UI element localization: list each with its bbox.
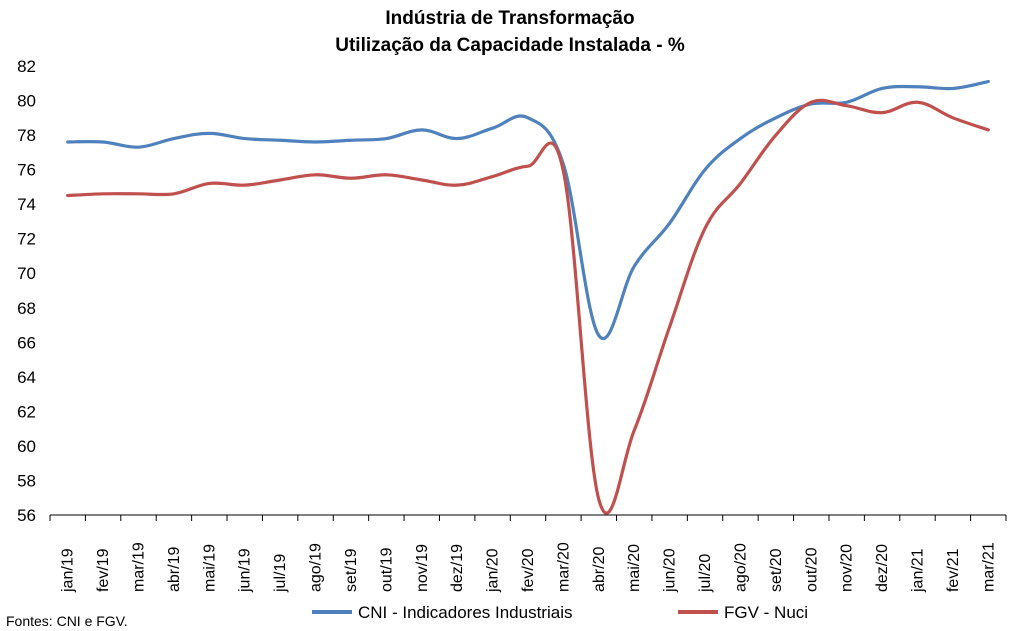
- x-tick-label: jul/20: [697, 554, 714, 593]
- y-tick-label: 60: [17, 437, 36, 456]
- x-tick-label: jun/20: [662, 548, 679, 593]
- y-axis: 56 58 60 62 64 66 68 70 72 74 76 78 80 82: [17, 57, 36, 525]
- x-tick-label: jun/19: [237, 548, 254, 593]
- x-tick-label: mar/20: [555, 542, 572, 592]
- x-tick-label: nov/20: [839, 544, 856, 592]
- y-tick-label: 68: [17, 299, 36, 318]
- x-tick-label: dez/20: [874, 544, 891, 592]
- y-tick-label: 66: [17, 333, 36, 352]
- x-tick-label: fev/19: [95, 548, 112, 592]
- x-tick-label: dez/19: [449, 544, 466, 592]
- x-tick-label: out/19: [378, 547, 395, 592]
- series-line-fgv: [66, 98, 990, 515]
- y-tick-label: 62: [17, 402, 36, 421]
- x-tick-label: jan/20: [485, 548, 502, 593]
- y-tick-label: 76: [17, 161, 36, 180]
- source-note: Fontes: CNI e FGV.: [6, 613, 128, 629]
- y-tick-label: 72: [17, 230, 36, 249]
- x-tick-label: fev/21: [945, 548, 962, 592]
- x-axis: jan/19 fev/19 mar/19 abr/19 mai/19 jun/19 jul/…: [49, 514, 1007, 593]
- y-tick-label: 78: [17, 126, 36, 145]
- x-tick-label: ago/19: [308, 543, 325, 592]
- y-tick-label: 82: [17, 57, 36, 76]
- x-tick-label: set/20: [768, 548, 785, 592]
- legend: CNI - Indicadores Industriais FGV - Nuci: [312, 603, 808, 622]
- y-tick-label: 80: [17, 92, 36, 111]
- y-tick-label: 64: [17, 368, 36, 387]
- y-tick-label: 56: [17, 506, 36, 525]
- x-tick-label: nov/19: [414, 544, 431, 592]
- x-tick-label: out/20: [803, 547, 820, 592]
- x-tick-label: jan/19: [60, 548, 77, 593]
- x-tick-label: mar/21: [980, 542, 997, 592]
- chart-subtitle: Utilização da Capacidade Instalada - %: [335, 35, 685, 56]
- series-layer: [66, 79, 990, 515]
- x-tick-label: abr/20: [591, 547, 608, 592]
- series-line-cni: [66, 79, 990, 340]
- x-tick-label: ago/20: [732, 543, 749, 592]
- x-tick-label: jul/19: [272, 554, 289, 593]
- y-tick-label: 58: [17, 471, 36, 490]
- chart-title: Indústria de Transformação: [385, 8, 634, 29]
- x-tick-label: set/19: [343, 548, 360, 592]
- x-tick-label: mar/19: [131, 542, 148, 592]
- x-tick-label: mai/20: [626, 544, 643, 592]
- legend-label-cni: CNI - Indicadores Industriais: [358, 603, 572, 622]
- x-tick-label: abr/19: [166, 547, 183, 592]
- x-tick-label: fev/20: [520, 548, 537, 592]
- y-tick-label: 70: [17, 264, 36, 283]
- x-tick-label: mai/19: [201, 544, 218, 592]
- legend-label-fgv: FGV - Nuci: [724, 603, 808, 622]
- x-tick-label: jan/21: [909, 548, 926, 593]
- y-tick-label: 74: [17, 195, 36, 214]
